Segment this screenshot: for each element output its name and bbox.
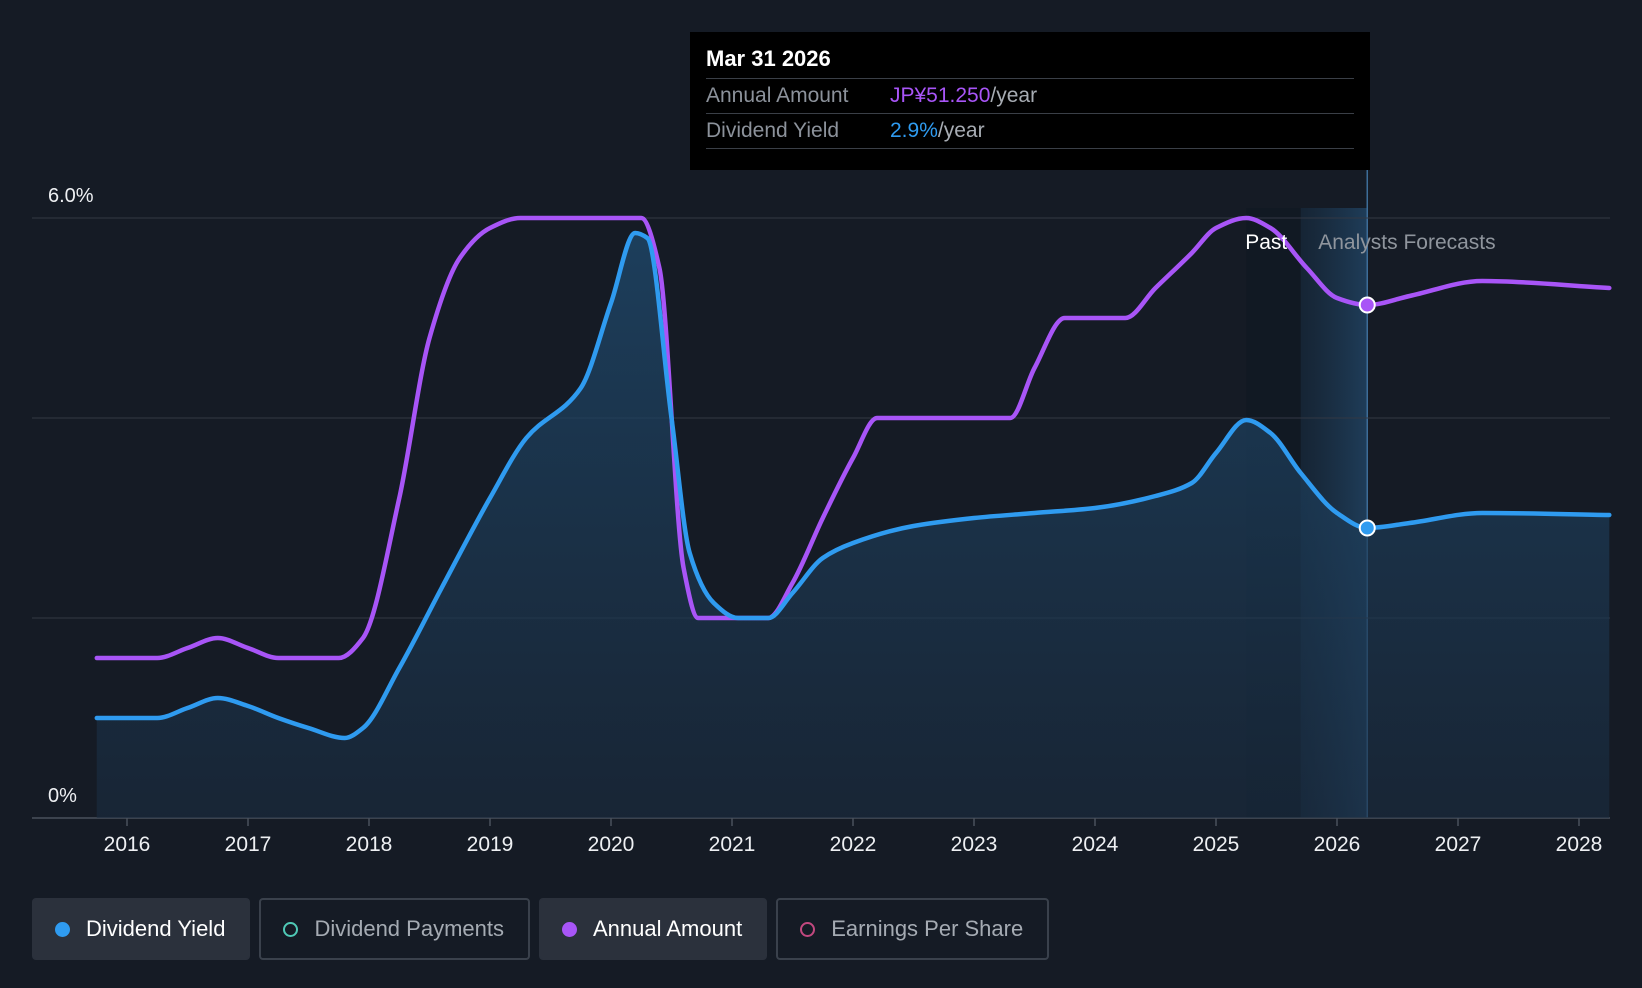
tooltip-unit: /year [990,84,1038,107]
tooltip-row-dividend-yield: Dividend Yield 2.9%/year [706,114,1354,149]
tooltip: Mar 31 2026 Annual Amount JP¥51.250/year… [690,32,1370,170]
x-tick-label: 2020 [588,833,635,856]
legend-label: Dividend Payments [314,916,504,941]
x-tick-label: 2021 [709,833,756,856]
yield-area [96,233,1610,818]
legend-label: Annual Amount [592,916,743,941]
x-tick-label: 2018 [346,833,393,856]
x-tick-label: 2024 [1072,833,1119,856]
past-label: Past [1245,231,1287,254]
legend-dot-icon [561,921,577,937]
legend-label: Earnings Per Share [831,916,1024,941]
markers [1358,296,1376,537]
labels: 6.0% 0% Past Analysts Forecasts [48,185,1496,807]
legend-dividend-payments[interactable]: Dividend Payments [259,898,530,960]
tooltip-label: Annual Amount [706,84,849,107]
dividend-yield-line [94,230,1612,741]
x-tick-label: 2022 [830,833,877,856]
tooltip-label: Dividend Yield [706,119,840,142]
legend: Dividend Yield Dividend Payments Annual … [32,898,1050,960]
tooltip-value: JP¥51.250 [890,84,991,107]
tooltip-date: Mar 31 2026 [706,44,1354,79]
legend-ring-icon [283,921,299,937]
yield-area-fill [96,233,1610,818]
annual-amount-marker [1358,296,1376,314]
x-tick-label: 2026 [1314,833,1361,856]
y-axis-label-top: 6.0% [48,185,94,207]
y-axis-label-bottom: 0% [48,785,77,807]
tooltip-value: 2.9% [890,119,938,142]
x-tick-label: 2028 [1556,833,1603,856]
legend-ring-icon [800,921,816,937]
legend-dot-icon [55,921,70,937]
legend-earnings-per-share[interactable]: Earnings Per Share [776,898,1050,960]
x-tick-label: 2027 [1435,833,1482,856]
series-lines [94,215,1612,741]
legend-label: Dividend Yield [86,916,226,941]
forecast-label: Analysts Forecasts [1318,231,1495,254]
x-tick-label: 2025 [1193,833,1240,856]
x-tick-label: 2016 [104,833,151,856]
legend-annual-amount[interactable]: Annual Amount [538,898,768,960]
tooltip-unit: /year [937,119,985,142]
tooltip-row-annual-amount: Annual Amount JP¥51.250/year [706,79,1354,114]
dividend-yield-marker [1358,519,1376,537]
x-tick-label: 2017 [225,833,272,856]
legend-dividend-yield[interactable]: Dividend Yield [32,898,251,960]
x-axis: 2016 2017 2018 2019 2020 2021 2022 2023 2024 2025… [104,818,1603,856]
x-tick-label: 2023 [951,833,998,856]
x-tick-label: 2019 [467,833,514,856]
